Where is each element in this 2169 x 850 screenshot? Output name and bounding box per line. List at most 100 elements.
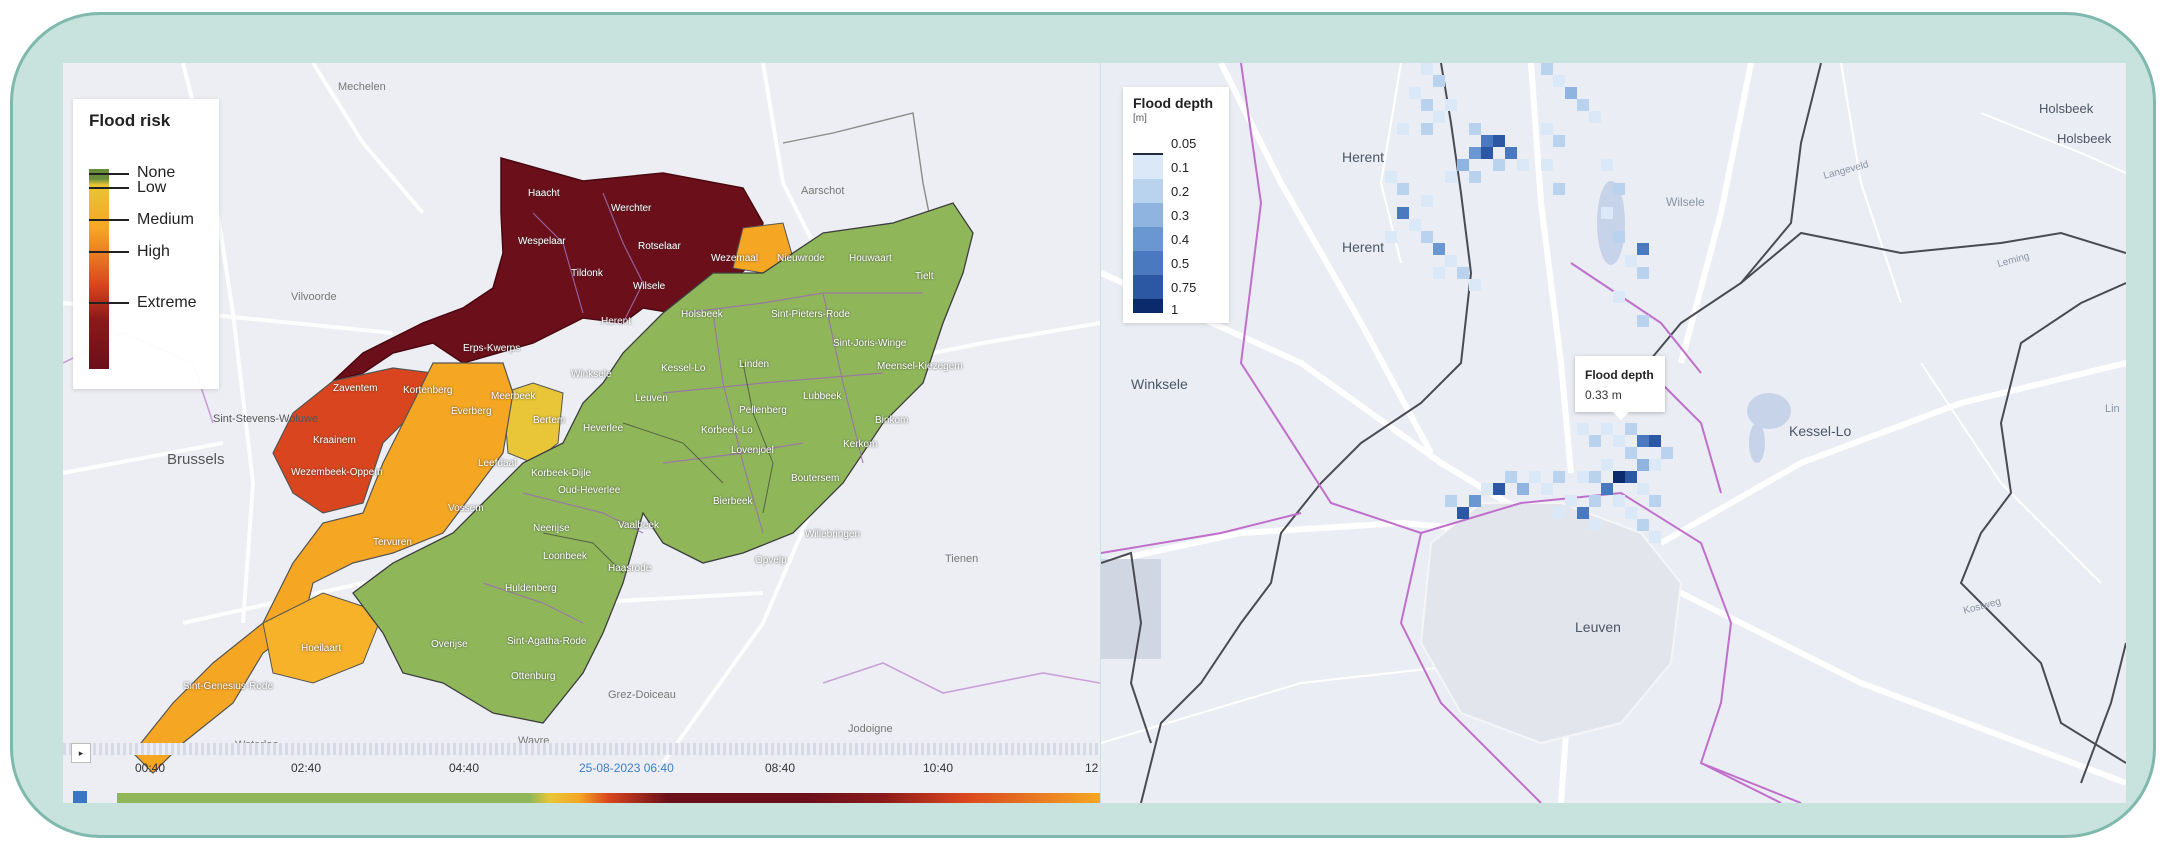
depth-swatch-5 [1133,251,1163,275]
label-haacht: Haacht [528,188,560,199]
region-hoeilaart[interactable] [262,592,384,684]
label-kortenberg: Kortenberg [403,385,453,396]
flood-depth-cells [1385,63,1673,543]
label-aarschot: Aarschot [801,185,845,197]
depth-label-1: 0.1 [1171,160,1190,175]
tooltip-value: 0.33 m [1585,388,1622,402]
label-zaventem: Zaventem [333,383,378,394]
label-grez-doiceau: Grez-Doiceau [608,689,676,701]
flood-depth-map-canvas[interactable] [1101,63,2126,803]
depth-label-0: 0.05 [1171,136,1197,151]
region-high[interactable] [272,367,434,514]
flood-risk-map[interactable]: Haacht Werchter Wespelaar Rotselaar Weze… [63,63,1100,803]
depth-swatch-1 [1133,155,1163,179]
tick-low [89,187,129,189]
depth-label-6: 0.75 [1171,280,1197,295]
depth-label-2: 0.2 [1171,184,1190,199]
label-sint-joris-winge: Sint-Joris-Winge [833,338,907,349]
label-tielt: Tielt [915,271,934,282]
depth-label-4: 0.4 [1171,232,1190,247]
depth-swatch-7 [1133,299,1163,313]
depth-swatch-3 [1133,203,1163,227]
label-meensel-kiezegem: Meensel-Kiezegem [877,361,963,372]
label-korbeek-dijle: Korbeek-Dijle [531,468,592,479]
label-leming: Leming [1996,250,2031,271]
timeline-corner-marker [73,791,87,803]
label-herent-top: Herent [1342,149,1385,165]
depth-swatch-6 [1133,275,1163,299]
label-lovenjoel: Lovenjoel [731,445,774,456]
flood-risk-map-canvas[interactable] [63,63,1100,803]
label-sint-agatha-rode: Sint-Agatha-Rode [507,636,587,647]
label-langeveld: Langeveld [1822,159,1870,182]
time-slider[interactable]: ▸ 00:40 02:40 04:40 25-08-2023 06:40 08:… [63,743,1100,803]
label-sint-genesius-rode: Sint-Genesius-Rode [183,681,274,692]
legend-label-high: High [137,243,170,260]
label-wespelaar: Wespelaar [518,236,566,247]
time-label-5: 10:40 [923,761,954,775]
legend-title: Flood risk [89,111,171,130]
legend-label-low: Low [137,179,167,196]
play-icon[interactable]: ▸ [71,743,91,763]
legend-label-extreme: Extreme [137,294,197,311]
label-heverlee: Heverlee [583,423,624,434]
label-nieuwrode: Nieuwrode [777,253,825,264]
label-sint-pieters-rode: Sint-Pieters-Rode [771,309,850,320]
label-brussels: Brussels [167,451,225,468]
label-lin: Lin [2105,403,2120,415]
label-sint-stevens-woluwe: Sint-Stevens-Woluwe [213,413,318,425]
label-vilvoorde: Vilvoorde [291,291,337,303]
label-haasrode: Haasrode [608,563,652,574]
label-oud-heverlee: Oud-Heverlee [558,485,621,496]
label-boutersem: Boutersem [791,473,840,484]
label-overijse: Overijse [431,639,468,650]
label-binkom: Binkom [875,415,909,426]
label-willebringen: Willebringen [805,529,861,540]
tick-extreme [89,302,129,304]
label-bertem: Bertem [533,415,566,426]
label-houwaart: Houwaart [849,253,892,264]
flood-depth-tooltip: Flood depth 0.33 m [1575,356,1665,420]
label-tildonk: Tildonk [571,268,603,279]
label-leefdaal: Leefdaal [478,458,517,469]
label-leuven: Leuven [1575,619,1621,635]
label-leuven: Leuven [635,393,668,404]
label-lubbeek: Lubbeek [803,391,842,402]
risk-color-bar [89,169,109,369]
label-kostweg: Kostweg [1962,596,2003,617]
label-wilsele: Wilsele [1666,195,1705,209]
label-pellenberg: Pellenberg [739,405,787,416]
label-tervuren: Tervuren [373,537,412,548]
label-wezembeek-oppem: Wezembeek-Oppem [291,467,383,478]
time-label-6: 12 [1085,761,1099,775]
time-label-1: 02:40 [291,761,322,775]
place-labels: Haacht Werchter Wespelaar Rotselaar Weze… [63,63,1100,803]
depth-label-5: 0.5 [1171,256,1190,271]
label-mechelen: Mechelen [338,81,386,93]
app-frame: Haacht Werchter Wespelaar Rotselaar Weze… [10,12,2156,838]
label-wilsele: Wilsele [633,281,666,292]
tick-medium [89,219,129,221]
depth-swatch-0 [1133,131,1163,155]
label-korbeek-lo: Korbeek-Lo [701,425,753,436]
label-loonbeek: Loonbeek [543,551,587,562]
label-huldenberg: Huldenberg [505,583,557,594]
label-meerbeek: Meerbeek [491,391,536,402]
label-vossem: Vossem [448,503,484,514]
label-erps-kwerps: Erps-Kwerps [463,343,521,354]
depth-label-7: 1 [1171,302,1179,317]
flood-risk-legend: Flood risk None Low Medium High Extreme [73,99,219,389]
time-slider-track[interactable] [63,743,1100,755]
label-winksele: Winksele [1131,376,1188,392]
time-label-4: 08:40 [765,761,796,775]
label-ottenburg: Ottenburg [511,671,556,682]
label-opvelp: Opvelp [755,555,787,566]
region-low[interactable] [502,382,564,464]
region-medium[interactable] [132,362,514,774]
label-kessel-lo: Kessel-Lo [1789,423,1852,439]
label-kerkom: Kerkom [843,439,878,450]
label-herent: Herent [1342,239,1385,255]
depth-legend-unit: [m] [1133,113,1147,124]
region-extreme[interactable] [332,157,764,382]
flood-depth-map[interactable]: Herent Herent Holsbeek Holsbeek Wilsele … [1101,63,2126,803]
